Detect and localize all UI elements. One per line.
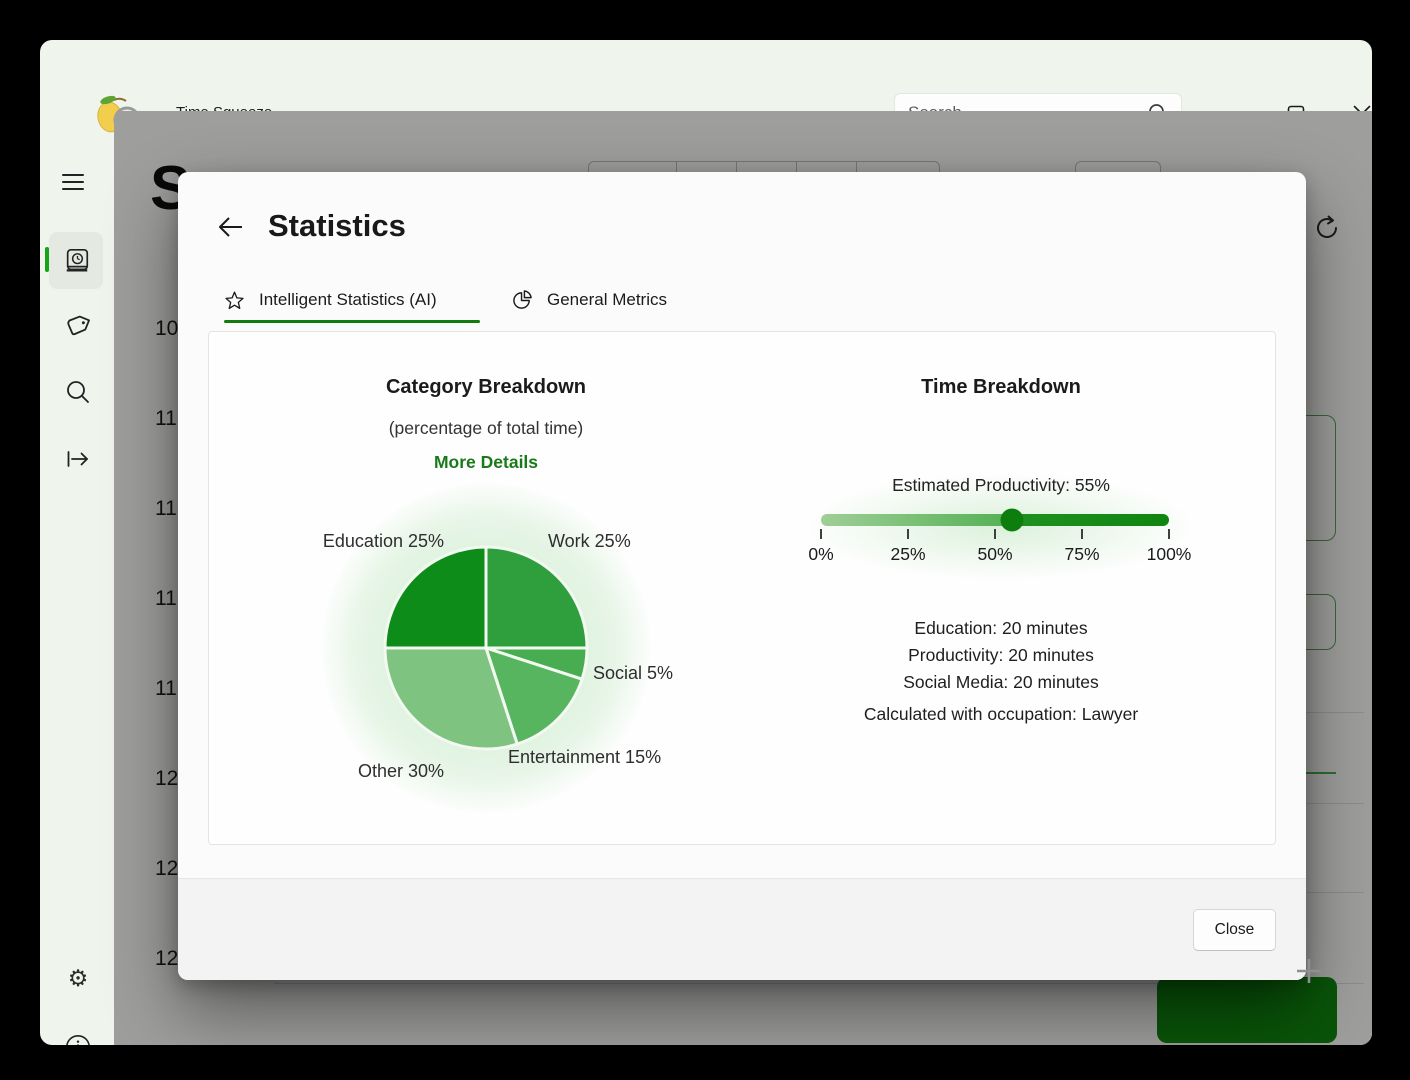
category-breakdown-heading: Category Breakdown — [385, 376, 587, 398]
tab-intelligent-statistics[interactable]: Intelligent Statistics (AI) — [224, 280, 437, 320]
pie-label-other: Other 30% — [357, 761, 444, 781]
dialog-footer: Close — [178, 878, 1306, 980]
category-breakdown-subheading: (percentage of total time) — [388, 418, 584, 438]
stats-card: Category Breakdown (percentage of total … — [208, 331, 1276, 845]
more-details-link[interactable]: More Details — [433, 452, 539, 472]
pie-slice-education — [383, 545, 488, 650]
time-label: 10 — [155, 317, 179, 340]
slider-tick — [820, 529, 822, 539]
time-breakdown-heading: Time Breakdown — [921, 376, 1081, 398]
tab-label: Intelligent Statistics (AI) — [259, 290, 437, 309]
tick-label: 75% — [1064, 544, 1100, 564]
education-minutes: Education: 20 minutes — [914, 618, 1088, 638]
tag-icon — [67, 315, 90, 336]
close-dialog-button[interactable]: Close — [1193, 909, 1276, 951]
back-button[interactable] — [216, 212, 246, 242]
slider-tick — [994, 529, 996, 539]
hour-gridline — [274, 983, 1364, 984]
time-label: 11 — [155, 677, 177, 700]
productivity-slider-label: Estimated Productivity: 55% — [892, 475, 1110, 495]
sidebar: ⚙ — [40, 110, 114, 1045]
slider-thumb[interactable] — [1000, 508, 1024, 532]
star-icon — [225, 291, 244, 309]
occupation-note: Calculated with occupation: Lawyer — [863, 704, 1139, 724]
pie-slice-other — [383, 646, 519, 751]
slider-tick — [907, 529, 909, 539]
sidebar-search-icon — [67, 381, 89, 403]
productivity-slider[interactable] — [821, 508, 1169, 532]
plus-icon[interactable] — [1296, 958, 1322, 984]
back-arrow-icon — [219, 217, 242, 237]
pie-label-work: Work 25% — [548, 531, 631, 551]
tick-label: 25% — [890, 544, 926, 564]
slider-tick — [1081, 529, 1083, 539]
tab-label: General Metrics — [547, 290, 667, 309]
refresh-icon[interactable] — [1313, 213, 1343, 243]
pie-label-education: Education 25% — [322, 531, 444, 551]
dialog-title: Statistics — [268, 208, 406, 243]
slider-tick — [1168, 529, 1170, 539]
tick-label: 100% — [1146, 544, 1192, 564]
pie-chart — [383, 545, 589, 751]
pie-label-social: Social 5% — [593, 663, 674, 683]
titlebar: Time Squeeze — [40, 40, 1372, 134]
time-label: 12 — [155, 767, 179, 790]
export-icon — [67, 451, 88, 467]
tab-general-metrics[interactable]: General Metrics — [512, 280, 667, 320]
gear-icon: ⚙ — [67, 965, 89, 991]
time-label: 11 — [155, 497, 177, 520]
info-icon — [66, 1035, 90, 1045]
sidebar-item-journal[interactable] — [49, 232, 103, 289]
tick-label: 50% — [977, 544, 1013, 564]
add-event-button[interactable] — [1157, 977, 1337, 1043]
app-window: Time Squeeze — [40, 40, 1372, 1045]
time-label: 12 — [155, 857, 179, 880]
pie-label-entertainment: Entertainment 15% — [508, 747, 662, 767]
settings-button[interactable]: ⚙ — [64, 965, 92, 993]
productivity-minutes: Productivity: 20 minutes — [908, 645, 1094, 665]
hamburger-menu-button[interactable] — [62, 174, 84, 190]
book-clock-icon — [66, 248, 89, 272]
time-label: 12 — [155, 947, 179, 970]
tick-label: 0% — [808, 544, 834, 564]
active-indicator — [45, 247, 49, 272]
pie-icon — [513, 289, 532, 309]
time-label: 11 — [155, 407, 177, 430]
social-media-minutes: Social Media: 20 minutes — [903, 672, 1099, 692]
time-label: 11 — [155, 587, 177, 610]
pie-slice-work — [484, 545, 589, 650]
active-tab-underline — [224, 320, 480, 323]
statistics-dialog: Statistics Intelligent Statistics (AI) G… — [178, 172, 1306, 980]
slider-glow — [801, 472, 1201, 582]
time-labels: 10 11 11 11 11 12 12 12 — [155, 317, 275, 1037]
